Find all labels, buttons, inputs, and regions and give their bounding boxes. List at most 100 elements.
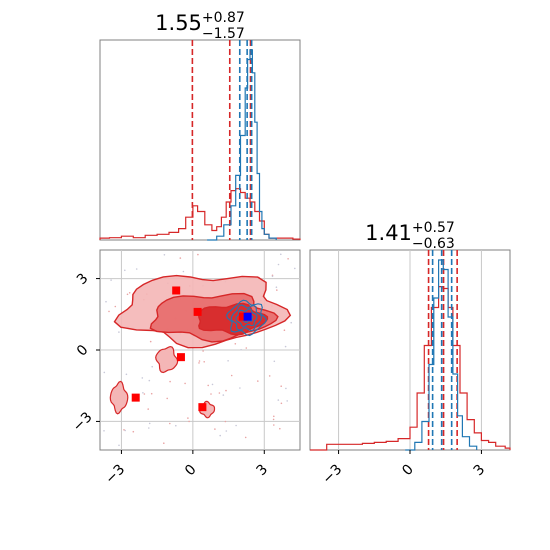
sample-dot <box>286 400 289 402</box>
sample-dot <box>108 310 110 313</box>
sample-dot <box>244 436 247 439</box>
red-marker <box>193 307 202 316</box>
sample-dot <box>132 430 135 433</box>
sample-dot <box>149 340 152 343</box>
title-value: 1.41 <box>365 221 412 245</box>
sample-dot <box>135 268 138 270</box>
title-value: 1.55 <box>155 11 202 35</box>
sample-dot <box>287 258 289 260</box>
title-lower-error: −0.63 <box>412 236 455 252</box>
histogram-panel-param1: 1.55+0.87 −1.57 <box>99 10 301 241</box>
title-lower-error: −1.57 <box>202 26 245 42</box>
sample-dot <box>290 321 293 324</box>
sample-dot <box>210 393 212 395</box>
sample-dot <box>230 374 233 377</box>
sample-dot <box>277 399 280 401</box>
sample-dot <box>198 362 200 364</box>
sample-dot <box>280 253 282 256</box>
sample-dot <box>239 387 241 389</box>
sample-dot <box>273 424 275 426</box>
red-density-contour <box>198 302 269 336</box>
sample-dot <box>175 424 177 427</box>
sample-dot <box>150 392 153 395</box>
histogram-title-param1: 1.55+0.87 −1.57 <box>155 10 245 42</box>
red-marker <box>131 393 140 402</box>
sample-dot <box>283 329 286 332</box>
sample-dot <box>148 379 151 382</box>
sample-dot <box>118 331 120 333</box>
sample-dot <box>148 422 151 425</box>
sample-dot <box>124 429 126 432</box>
sample-dot <box>151 365 153 368</box>
sample-dot <box>142 392 144 394</box>
tick-label: 0 <box>182 462 200 480</box>
sample-dot <box>126 293 129 296</box>
sample-dot <box>105 300 107 303</box>
sample-dot <box>271 275 274 278</box>
histogram-line <box>99 188 301 240</box>
blue-density-contour <box>226 299 267 337</box>
sample-dot <box>128 292 131 294</box>
sample-dot <box>203 361 205 363</box>
sample-dot <box>227 360 229 362</box>
sample-dot <box>225 389 227 392</box>
sample-dot <box>198 360 201 362</box>
sample-dot <box>197 253 199 256</box>
sample-dot <box>294 267 296 270</box>
sample-dot <box>234 343 237 345</box>
tick-label: −3 <box>102 462 128 488</box>
title-upper-error: +0.87 <box>202 10 245 26</box>
histogram-title-param2: 1.41+0.57 −0.63 <box>365 220 455 252</box>
sample-dot <box>257 380 259 382</box>
red-density-contour <box>109 380 129 415</box>
sample-dot <box>141 377 144 379</box>
tick-label: −3 <box>319 462 345 488</box>
sample-dot <box>163 254 166 256</box>
sample-dot <box>187 417 189 419</box>
histogram-frame <box>99 39 301 241</box>
sample-dot <box>118 444 120 447</box>
sample-dot <box>240 348 242 351</box>
sample-dot <box>148 427 150 429</box>
sample-dot <box>280 385 283 388</box>
sample-dot <box>245 347 248 349</box>
sample-dot <box>166 397 168 400</box>
sample-dot <box>284 345 287 348</box>
sample-dot <box>124 269 126 272</box>
red-marker <box>198 403 207 412</box>
sample-dot <box>214 428 216 430</box>
sample-dot <box>114 305 117 308</box>
sample-dot <box>125 373 128 376</box>
sample-dot <box>285 387 287 390</box>
sample-dot <box>123 429 125 431</box>
tick-label: 3 <box>471 462 489 480</box>
sample-dot <box>103 371 106 374</box>
sample-dot <box>211 383 214 386</box>
histogram-line <box>405 259 478 451</box>
sample-dot <box>147 408 149 410</box>
sample-dot <box>163 442 165 445</box>
sample-dot <box>110 279 112 281</box>
sample-dot <box>272 418 275 421</box>
sample-dot <box>279 427 281 430</box>
sample-dot <box>273 360 276 363</box>
sample-dot <box>225 430 228 432</box>
sample-dot <box>143 393 146 395</box>
sample-dot <box>235 424 237 427</box>
sample-dot <box>280 402 283 405</box>
sample-dot <box>182 270 185 273</box>
red-density-contour <box>155 345 179 374</box>
sample-dot <box>273 415 275 418</box>
sample-dot <box>268 375 271 377</box>
sample-dot <box>275 286 278 289</box>
sample-dot <box>202 350 204 352</box>
sample-dot <box>184 382 186 385</box>
sample-dot <box>218 392 221 394</box>
blue-marker <box>243 312 252 321</box>
sample-dot <box>103 430 105 432</box>
sample-dot <box>169 380 171 383</box>
tick-label: 0 <box>399 462 417 480</box>
blue-density-contour <box>235 308 258 328</box>
sample-dot <box>277 263 280 266</box>
